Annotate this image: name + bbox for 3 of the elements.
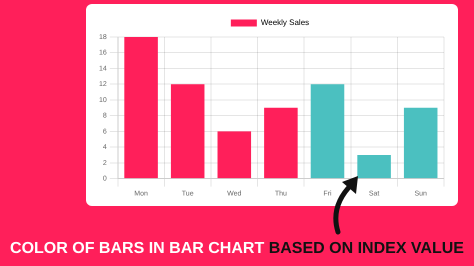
legend-label: Weekly Sales xyxy=(260,18,310,28)
text: BASED ON INDEX VALUE xyxy=(268,240,464,257)
text: COLOR OF BARS IN BAR CHART xyxy=(10,240,266,257)
